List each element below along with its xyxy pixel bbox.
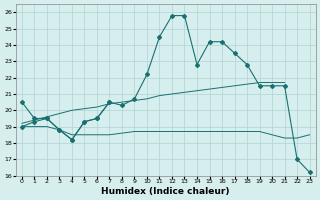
- X-axis label: Humidex (Indice chaleur): Humidex (Indice chaleur): [101, 187, 230, 196]
